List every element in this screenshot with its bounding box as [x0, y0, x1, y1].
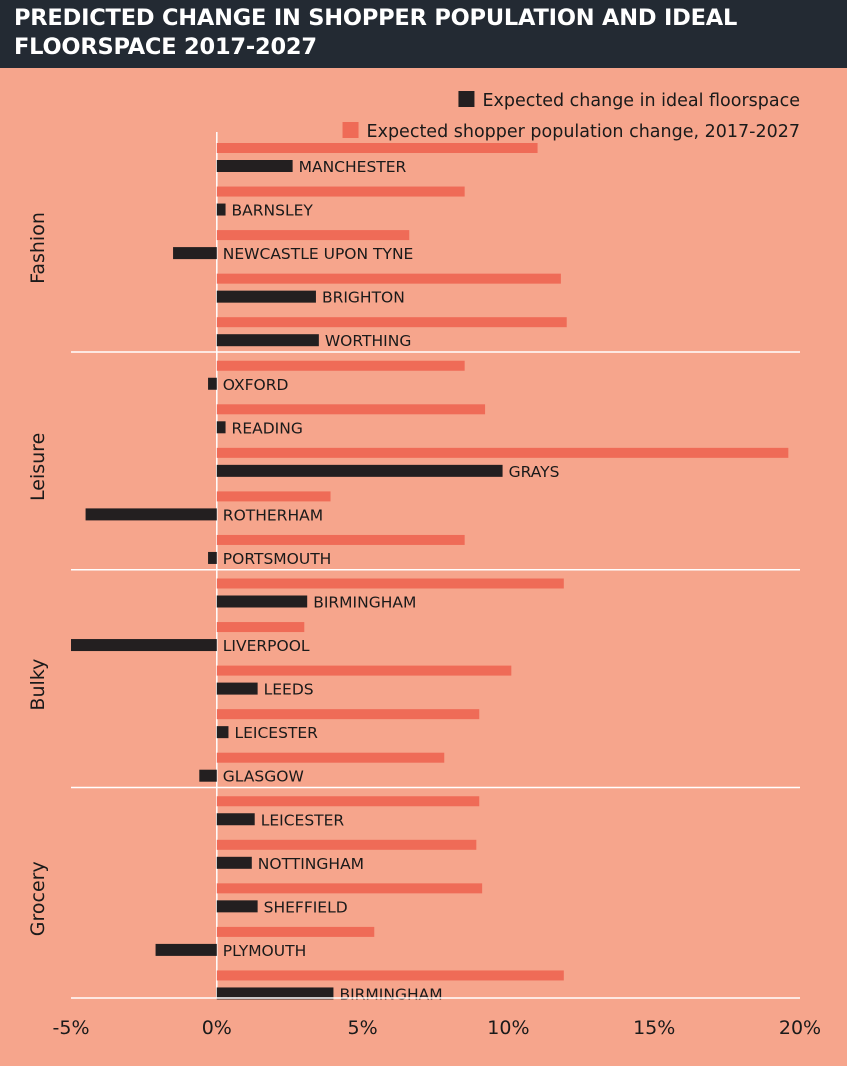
floorspace-bar — [216, 987, 334, 1000]
floorspace-bar — [85, 508, 217, 521]
city-label: GLASGOW — [223, 768, 304, 786]
city-label: MANCHESTER — [299, 158, 407, 176]
city-label: LEEDS — [264, 681, 314, 699]
x-tick-label: 15% — [633, 1017, 675, 1039]
x-tick-label: -5% — [53, 1017, 90, 1039]
population-bar — [216, 317, 567, 328]
city-label: SHEFFIELD — [264, 898, 348, 916]
population-bar — [216, 186, 465, 197]
legend-population-label: Expected shopper population change, 2017… — [367, 122, 800, 142]
x-tick-label: 10% — [487, 1017, 529, 1039]
city-label: GRAYS — [509, 463, 560, 481]
population-bar — [216, 404, 486, 415]
floorspace-bar — [216, 813, 255, 826]
city-label: NEWCASTLE UPON TYNE — [223, 245, 414, 263]
floorspace-bar — [199, 769, 217, 782]
floorspace-bar — [216, 421, 226, 434]
floorspace-bar — [216, 290, 316, 303]
city-label: BARNSLEY — [232, 202, 314, 220]
floorspace-bar — [216, 160, 293, 172]
city-label: BIRMINGHAM — [339, 985, 442, 1003]
floorspace-bar — [216, 203, 226, 216]
city-label: LEICESTER — [234, 724, 318, 742]
city-label: NOTTINGHAM — [258, 855, 364, 873]
floorspace-bar — [216, 726, 229, 739]
floorspace-bar — [216, 464, 503, 477]
x-tick-label: 5% — [348, 1017, 378, 1039]
population-bar — [216, 230, 410, 241]
group-label: Grocery — [27, 861, 49, 936]
city-label: PORTSMOUTH — [223, 550, 332, 568]
population-bar — [216, 839, 477, 850]
floorspace-bar — [216, 856, 252, 869]
floorspace-bar — [216, 595, 308, 608]
floorspace-bar — [71, 639, 217, 652]
population-bar — [216, 578, 564, 589]
legend-floorspace-swatch — [458, 91, 475, 107]
city-label: WORTHING — [325, 332, 411, 350]
legend-population-swatch — [342, 122, 359, 138]
floorspace-bar — [155, 943, 217, 956]
bar-chart: MANCHESTER BARNSLEY NEWCASTLE UPON TYNE BRI… — [27, 91, 821, 1039]
city-label: BIRMINGHAM — [313, 594, 416, 612]
population-bar — [216, 491, 331, 502]
floorspace-bar — [173, 247, 217, 260]
chart-title: PREDICTED CHANGE IN SHOPPER POPULATION A… — [14, 5, 738, 60]
x-tick-label: 0% — [202, 1017, 232, 1039]
city-label: PLYMOUTH — [223, 942, 306, 960]
population-bar — [216, 970, 564, 981]
city-label: LEICESTER — [261, 811, 345, 829]
floorspace-bar — [216, 334, 319, 347]
group-label: Fashion — [27, 212, 49, 284]
floorspace-bar — [208, 551, 217, 564]
title-bar: PREDICTED CHANGE IN SHOPPER POPULATION A… — [0, 0, 847, 68]
floorspace-bar — [216, 900, 258, 913]
floorspace-bar — [216, 682, 258, 695]
floorspace-bar — [208, 377, 217, 390]
city-label: BRIGHTON — [322, 289, 405, 307]
population-bar — [216, 665, 512, 676]
city-label: ROTHERHAM — [223, 506, 323, 524]
city-label: OXFORD — [223, 376, 289, 394]
population-bar — [216, 709, 480, 720]
group-label: Bulky — [27, 659, 49, 711]
population-bar — [216, 447, 789, 458]
x-tick-label: 20% — [779, 1017, 821, 1039]
population-bar — [216, 622, 305, 633]
population-bar — [216, 752, 445, 763]
legend-floorspace-label: Expected change in ideal floorspace — [482, 91, 800, 111]
group-label: Leisure — [27, 433, 49, 501]
population-bar — [216, 883, 483, 894]
population-bar — [216, 360, 465, 371]
population-bar — [216, 143, 538, 153]
city-label: LIVERPOOL — [223, 637, 310, 655]
city-label: READING — [232, 419, 303, 437]
population-bar — [216, 534, 465, 545]
population-bar — [216, 273, 561, 284]
population-bar — [216, 926, 375, 937]
population-bar — [216, 796, 480, 807]
